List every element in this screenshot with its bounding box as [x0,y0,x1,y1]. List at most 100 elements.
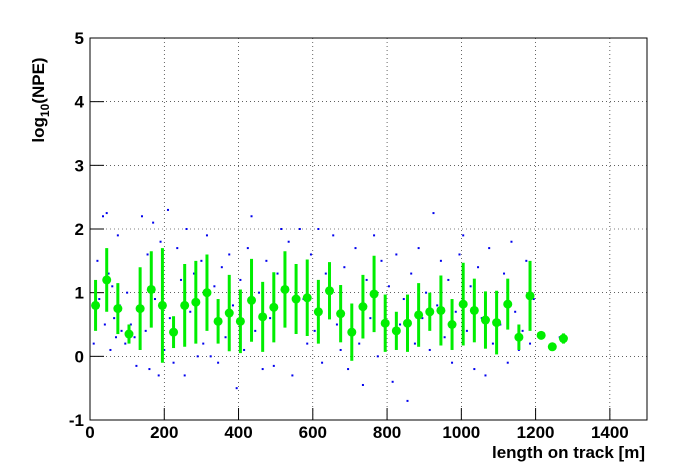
x-tick-label: 1000 [442,423,480,442]
scatter-point [220,266,223,269]
scatter-point [265,259,268,262]
scatter-point [205,234,208,237]
profile-point [224,308,234,318]
scatter-point [254,329,257,332]
scatter-point [439,259,442,262]
profile-point [458,299,468,309]
scatter-point [521,329,524,332]
profile-point [247,295,257,305]
scatter-point [313,329,316,332]
y-tick-label: 3 [75,156,84,175]
y-tick-label: 0 [75,347,84,366]
scatter-point [525,259,528,262]
x-tick-label: 0 [85,423,94,442]
scatter-point [103,323,106,326]
y-label-rest: (NPE) [29,57,48,103]
scatter-point [324,272,327,275]
profile-point [269,302,279,312]
scatter-point [491,342,494,345]
scatter-point [358,342,361,345]
scatter-point [361,383,364,386]
scatter-point [183,374,186,377]
scatter-point [250,215,253,218]
scatter-point [380,259,383,262]
scatter-point [529,342,532,345]
scatter-point [166,208,169,211]
scatter-point [213,285,216,288]
scatter-point [114,336,117,339]
scatter-point [477,266,480,269]
scatter-point [152,221,155,224]
scatter-point [343,266,346,269]
x-tick-label: 800 [373,423,401,442]
scatter-point [98,298,101,301]
profile-point [191,297,201,307]
scatter-point [243,348,246,351]
scatter-point [488,247,491,250]
scatter-point [321,361,324,364]
scatter-point [510,240,513,243]
scatter-point [202,342,205,345]
x-tick-label: 400 [224,423,252,442]
scatter-point [189,310,192,313]
profile-point [536,330,546,340]
scatter-point [109,348,112,351]
scatter-point [105,212,108,215]
profile-point [525,291,535,301]
scatter-point [146,253,149,256]
y-tick-label: 2 [75,220,84,239]
scatter-point [159,240,162,243]
scatter-point [410,272,413,275]
scatter-point [339,348,342,351]
scatter-point [129,323,132,326]
scatter-point [246,247,249,250]
scatter-point [217,361,220,364]
scatter-point [395,253,398,256]
scatter-point [402,298,405,301]
profile-point [380,318,390,328]
profile-point [325,286,335,296]
scatter-point [163,348,166,351]
profile-point [425,307,435,317]
scatter-point [436,304,439,307]
scatter-point [454,310,457,313]
scatter-point [261,368,264,371]
scatter-point [417,247,420,250]
scatter-point [287,240,290,243]
scatter-point [503,272,506,275]
profile-point [180,300,190,310]
scatter-point [235,387,238,390]
scatter-point [196,355,199,358]
profile-point [302,293,312,303]
profile-point [113,304,123,314]
scatter-point [309,253,312,256]
scatter-point [111,285,114,288]
profile-point [146,284,156,294]
scatter-point [133,336,136,339]
profile-point [547,342,557,352]
scatter-point [135,364,138,367]
x-tick-label: 1400 [591,423,629,442]
profile-point [480,315,490,325]
scatter-point [298,228,301,230]
scatter-point [107,272,110,275]
scatter-point [113,317,116,320]
scatter-point [506,361,509,364]
scatter-point [153,298,156,301]
scatter-point [280,228,283,230]
scatter-point [428,348,431,351]
scatter-point [269,317,272,320]
scatter-point [365,278,368,281]
profile-point [235,316,245,326]
scatter-point [462,234,465,237]
scatter-point [101,215,104,218]
scatter-point [484,374,487,377]
y-tick-label: 4 [75,93,85,112]
profile-point [313,307,323,317]
profile-point [358,302,368,312]
scatter-point [335,323,338,326]
scatter-point [257,291,260,294]
scatter-point [451,361,454,364]
scatter-point [148,368,151,371]
